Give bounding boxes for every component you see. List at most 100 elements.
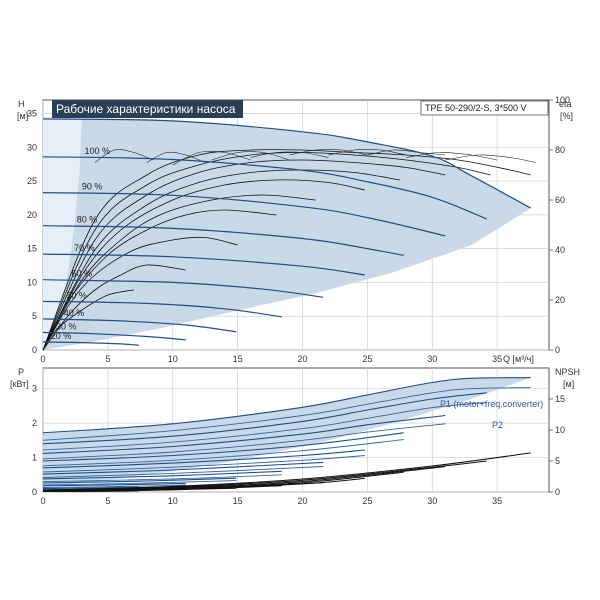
p2-curve-8 [42,480,237,486]
p1-curve-10 [42,486,140,490]
head-efficiency-panel: 110 %100 %90 %80 %70 %60 %50 %40 %30 %20… [17,95,573,364]
npsh-curves [42,452,531,492]
p2-curve-2 [42,401,487,451]
y-tick-label: 30 [27,142,37,152]
p1-curve-9 [42,482,186,487]
eta-peak-2 [146,151,206,163]
y2-tick-label: 60 [555,195,565,205]
x-tick-label: 35 [492,354,502,364]
eta-peak-4 [211,151,290,161]
p2-curve-9 [42,484,186,488]
p1-curve-6 [42,461,324,475]
head-curve-label: 80 % [77,215,98,225]
p2-curve-4 [42,439,404,467]
top-tick-labels: 0 5 10 15 20 25 30 35 0 5 10 15 20 25 30 35 0 20 40 60 80 100 [27,95,570,364]
head-curve-80 [42,225,404,256]
p1-curve-1 [42,377,531,434]
p-axis-unit: [кВт] [10,379,29,389]
model-box [420,100,549,116]
x-axis-label: Q [м³/ч] [503,354,534,364]
y2-tick-label: 80 [555,145,565,155]
npsh-axis-label: NPSH [555,367,580,377]
eta-curve-2 [42,152,491,351]
head-curve-label: 70 % [74,243,95,253]
chart-title: Рабочие характеристики насоса [56,102,236,116]
p2-curve-5 [42,455,365,473]
y2-tick-label: 40 [555,245,565,255]
npsh-curve-10 [42,490,140,492]
head-curve-110 [42,118,532,209]
low-flow-light-area [43,116,82,350]
bottom-x-tick-label: 35 [492,496,502,506]
eta-curve-9 [42,264,186,351]
head-curve-70 [42,253,365,276]
y-tick-label: 5 [32,311,37,321]
eta-peak-5 [250,151,329,158]
head-curve-label: 100 % [85,146,111,156]
eta-curve-8 [42,236,238,351]
y-tick-label: 10 [27,277,37,287]
p2-curve-1 [42,387,531,441]
bottom-x-tick-label: 15 [233,496,243,506]
p2-series-label: P2 [492,420,503,430]
head-curve-90 [42,192,446,237]
head-curve-40 [42,318,237,333]
bottom-x-tick-label: 30 [427,496,437,506]
head-curve-label: 50 % [66,290,87,300]
y-tick-label: 20 [27,210,37,220]
head-curve-label: 40 % [64,308,85,318]
model-label: TPE 50-290/2-S, 3*500 V [425,103,527,113]
bottom-x-tick-label: 10 [168,496,178,506]
p1-curve-7 [42,470,282,480]
bottom-x-tick-label: 20 [297,496,307,506]
p2-curve-6 [42,466,324,478]
y-tick-label: 0 [32,345,37,355]
eta-peak-1 [94,149,154,163]
head-curve-30 [42,331,186,341]
eta-curve-5 [42,179,365,351]
y-tick-label: 25 [27,176,37,186]
npsh-tick-label: 5 [555,456,560,466]
eta-peak-7 [328,149,407,156]
head-curve-50 [42,300,282,318]
eta-peak-8 [367,149,446,156]
y-axis-unit: [м] [17,111,28,121]
x-tick-label: 30 [427,354,437,364]
y-tick-label: 15 [27,244,37,254]
x-tick-label: 0 [40,354,45,364]
bottom-x-tick-label: 25 [362,496,372,506]
power-curves [42,377,531,491]
p1-series-label: P1 (motor+freq.converter) [440,399,543,409]
p1-curve-4 [42,432,404,462]
power-envelope-area [43,377,531,487]
x-tick-label: 10 [168,354,178,364]
p-tick-label: 2 [32,418,37,428]
p-tick-label: 1 [32,453,37,463]
p-axis-label: P [18,367,24,377]
bottom-x-tick-label: 0 [40,496,45,506]
p2-curve-3 [42,423,446,460]
x-tick-label: 20 [297,354,307,364]
y-tick-label: 35 [27,109,37,119]
head-curves [42,118,532,346]
eta-peak-10 [445,154,537,163]
head-curve-label: 60 % [72,269,93,279]
efficiency-curves [42,149,537,351]
y2-tick-label: 20 [555,295,565,305]
p-tick-label: 0 [32,487,37,497]
p1-curve-5 [42,449,365,469]
eta-curve-10 [42,289,134,351]
y-axis-label: H [18,99,25,109]
eta-peak-3 [172,150,251,166]
x-tick-label: 5 [105,354,110,364]
y2-tick-label: 0 [555,345,560,355]
npsh-tick-label: 0 [555,487,560,497]
x-tick-label: 25 [362,354,372,364]
eta-curve-4 [42,169,400,351]
y2-tick-label: 100 [555,95,570,105]
head-curve-label: 90 % [82,182,103,192]
bottom-x-tick-label: 5 [105,496,110,506]
